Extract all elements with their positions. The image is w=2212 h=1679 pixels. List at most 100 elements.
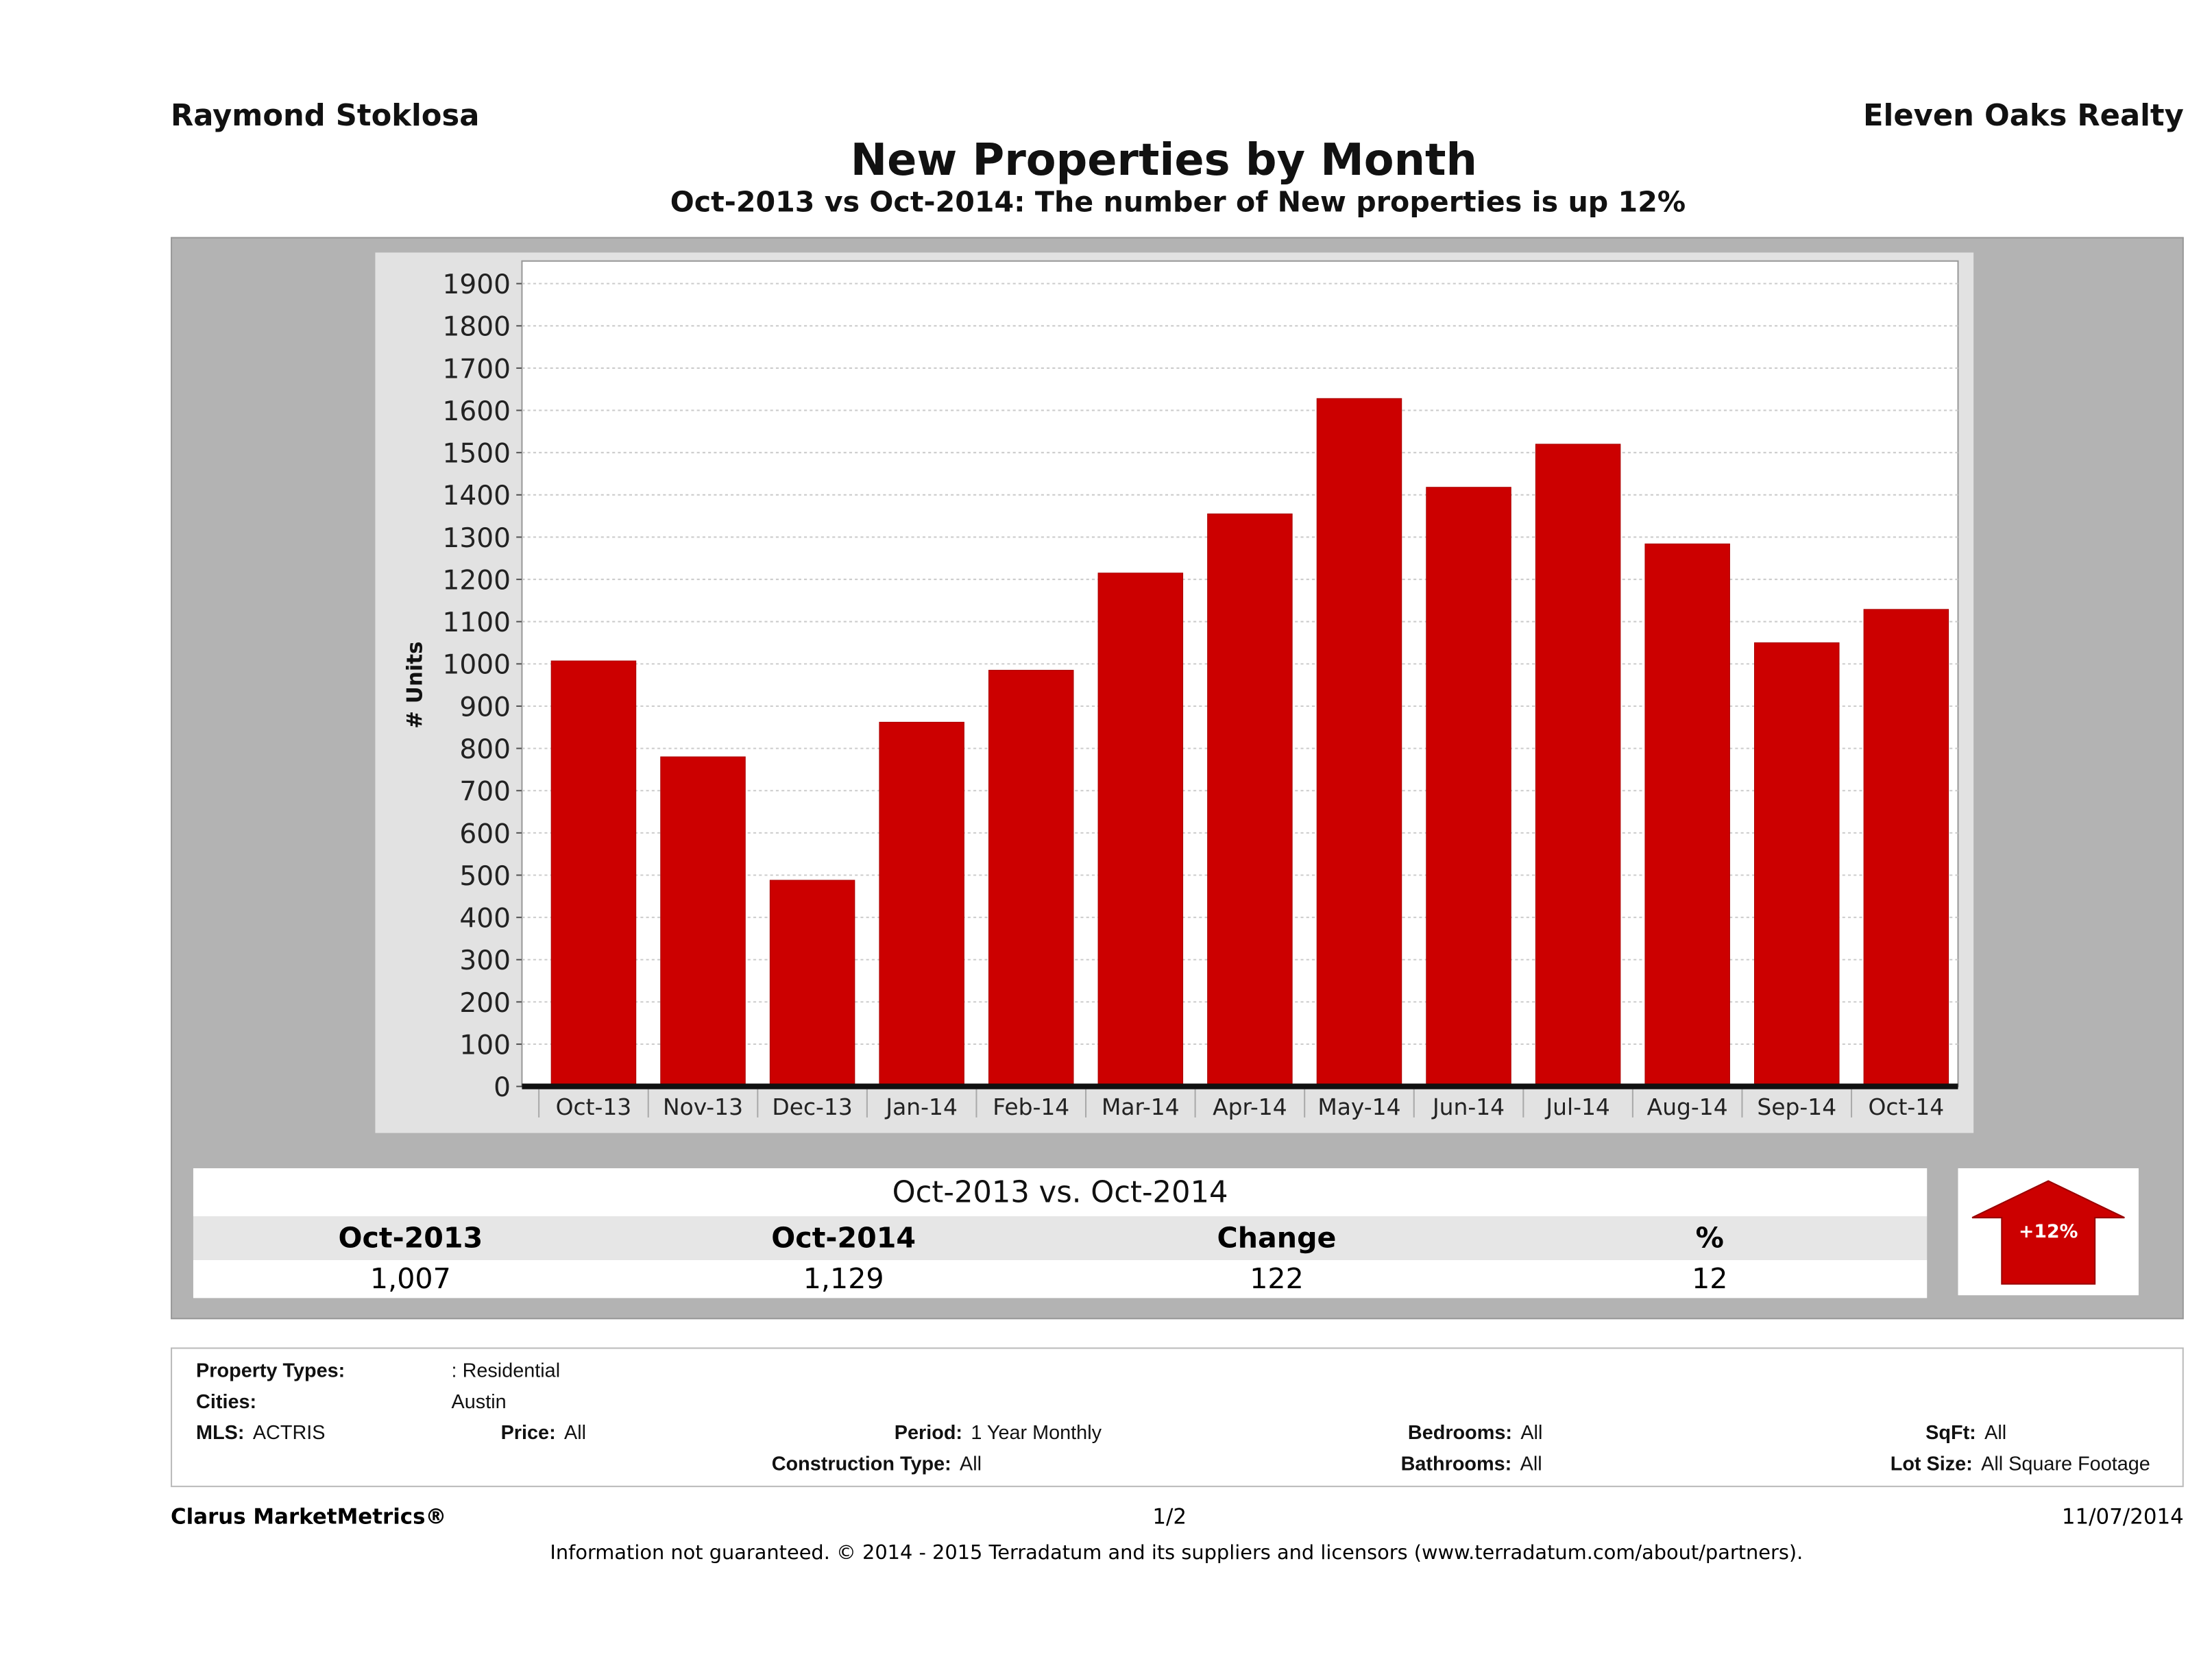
change-badge-label: +12%: [2018, 1222, 2078, 1244]
x-tick-label: Oct-13: [556, 1094, 632, 1120]
criteria-value: All: [564, 1421, 587, 1444]
criteria-cities: Cities: Austin: [196, 1390, 507, 1412]
bar: [988, 670, 1074, 1087]
page-number: 1/2: [1152, 1503, 1187, 1530]
bar: [660, 756, 746, 1087]
x-tick-label: Mar-14: [1102, 1094, 1180, 1120]
criteria-sqft: SqFt: All: [1925, 1421, 2006, 1443]
criteria-value: ACTRIS: [252, 1421, 326, 1444]
bar: [1097, 572, 1184, 1087]
criteria-label: SqFt:: [1925, 1421, 1976, 1444]
y-tick-label: 1100: [442, 607, 511, 638]
bar: [1863, 609, 1949, 1087]
criteria-construction: Construction Type: All: [772, 1452, 982, 1475]
x-tick-label: Jul-14: [1544, 1094, 1609, 1120]
criteria-value: : Residential: [451, 1358, 561, 1381]
y-tick-label: 300: [459, 945, 511, 976]
y-axis-label: # Units: [402, 641, 427, 728]
bar: [1316, 398, 1402, 1087]
company-name: Eleven Oaks Realty: [1863, 99, 2184, 133]
bar: [1644, 543, 1730, 1087]
bar: [879, 721, 964, 1087]
bar: [769, 880, 855, 1087]
y-tick-label: 800: [459, 734, 511, 765]
report-date: 11/07/2014: [2061, 1503, 2184, 1530]
y-tick-label: 1000: [442, 650, 511, 681]
criteria-label: Period:: [894, 1421, 963, 1444]
criteria-mls: MLS: ACTRIS: [196, 1421, 325, 1443]
x-tick-label: Aug-14: [1647, 1094, 1728, 1120]
bar: [1207, 514, 1293, 1087]
x-tick-label: Sep-14: [1757, 1094, 1836, 1120]
summary-value: 12: [1692, 1261, 1728, 1296]
criteria-property-types: Property Types: : Residential: [196, 1359, 560, 1381]
criteria-value: 1 Year Monthly: [971, 1421, 1102, 1444]
x-tick-label: Apr-14: [1213, 1094, 1287, 1120]
criteria-label: Lot Size:: [1890, 1451, 1973, 1475]
summary-col-header: Change: [1217, 1220, 1337, 1255]
y-tick-label: 1900: [442, 269, 511, 300]
bar: [550, 660, 637, 1087]
criteria-label: Construction Type:: [771, 1451, 951, 1475]
criteria-bedrooms: Bedrooms: All: [1408, 1421, 1542, 1443]
criteria-label: MLS:: [196, 1421, 245, 1444]
criteria-label: Cities:: [196, 1390, 257, 1413]
x-tick-label: Feb-14: [993, 1094, 1069, 1120]
x-tick-label: May-14: [1317, 1094, 1400, 1120]
y-tick-label: 1400: [442, 481, 511, 511]
footer-brand: Clarus MarketMetrics®: [171, 1503, 447, 1530]
y-tick-label: 400: [459, 904, 511, 934]
bar: [1426, 487, 1511, 1087]
summary-table: Oct-2013 vs. Oct-2014 Oct-2013 Oct-2014 …: [193, 1168, 1928, 1298]
agent-name: Raymond Stoklosa: [171, 99, 480, 133]
summary-col-header: Oct-2013: [338, 1220, 483, 1255]
criteria-value: Austin: [451, 1390, 507, 1413]
y-tick-label: 900: [459, 692, 511, 723]
y-tick-label: 500: [459, 861, 511, 892]
criteria-period: Period: 1 Year Monthly: [895, 1421, 1102, 1443]
summary-col-header: %: [1695, 1220, 1724, 1255]
criteria-value: All: [960, 1451, 982, 1475]
y-tick-label: 1200: [442, 565, 511, 596]
summary-heading: Oct-2013 vs. Oct-2014: [193, 1168, 1928, 1216]
y-tick-label: 0: [494, 1072, 511, 1103]
search-criteria: Property Types: : Residential Cities: Au…: [171, 1347, 2184, 1488]
x-tick-label: Dec-13: [772, 1094, 852, 1120]
criteria-label: Bathrooms:: [1400, 1451, 1512, 1475]
disclaimer: Information not guaranteed. © 2014 - 201…: [550, 1542, 1803, 1565]
criteria-value: All Square Footage: [1981, 1451, 2150, 1475]
y-tick-label: 1500: [442, 439, 511, 470]
y-tick-label: 1300: [442, 523, 511, 554]
x-tick-label: Jan-14: [884, 1094, 957, 1120]
x-tick-label: Jun-14: [1431, 1094, 1505, 1120]
page-title: New Properties by Month: [850, 135, 1477, 186]
x-tick-label: Oct-14: [1869, 1094, 1945, 1120]
summary-value: 1,007: [369, 1261, 451, 1296]
criteria-bathrooms: Bathrooms: All: [1401, 1452, 1542, 1475]
chart-container: 0 100 200 300 400 500 600 700 800 900 1000 1100 1200…: [375, 252, 1974, 1133]
y-tick-label: 600: [459, 819, 511, 849]
criteria-lot-size: Lot Size: All Square Footage: [1891, 1452, 2150, 1475]
criteria-value: All: [1520, 1451, 1542, 1475]
y-tick-label: 1800: [442, 312, 511, 343]
bar: [1535, 444, 1621, 1087]
up-arrow-icon: [1971, 1180, 2125, 1285]
criteria-value: All: [1984, 1421, 2007, 1444]
summary-value: 122: [1250, 1261, 1304, 1296]
y-tick-label: 700: [459, 777, 511, 808]
summary-col-header: Oct-2014: [771, 1220, 916, 1255]
summary-value-row: 1,007 1,129 122 12: [193, 1259, 1928, 1298]
criteria-label: Price:: [500, 1421, 556, 1444]
y-tick-label: 1700: [442, 354, 511, 385]
y-tick-label: 200: [459, 988, 511, 1019]
bar: [1754, 642, 1840, 1087]
criteria-value: All: [1520, 1421, 1543, 1444]
x-tick-label: Nov-13: [663, 1094, 743, 1120]
criteria-price: Price: All: [501, 1421, 586, 1443]
y-tick-label: 1600: [442, 396, 511, 427]
page-subtitle: Oct-2013 vs Oct-2014: The number of New …: [670, 184, 1686, 219]
summary-value: 1,129: [803, 1261, 884, 1296]
change-badge: +12%: [1958, 1168, 2139, 1296]
y-tick-label: 100: [459, 1030, 511, 1061]
criteria-label: Property Types:: [196, 1358, 345, 1381]
